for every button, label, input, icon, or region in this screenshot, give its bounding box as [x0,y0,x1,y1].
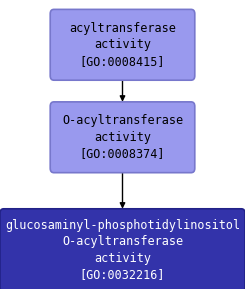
Text: acyltransferase
activity
[GO:0008415]: acyltransferase activity [GO:0008415] [69,22,176,68]
FancyBboxPatch shape [0,209,245,289]
Text: glucosaminyl-phosphotidylinositol
O-acyltransferase
activity
[GO:0032216]: glucosaminyl-phosphotidylinositol O-acyl… [5,219,240,281]
FancyBboxPatch shape [50,102,195,173]
Text: O-acyltransferase
activity
[GO:0008374]: O-acyltransferase activity [GO:0008374] [62,114,183,160]
FancyBboxPatch shape [50,10,195,80]
